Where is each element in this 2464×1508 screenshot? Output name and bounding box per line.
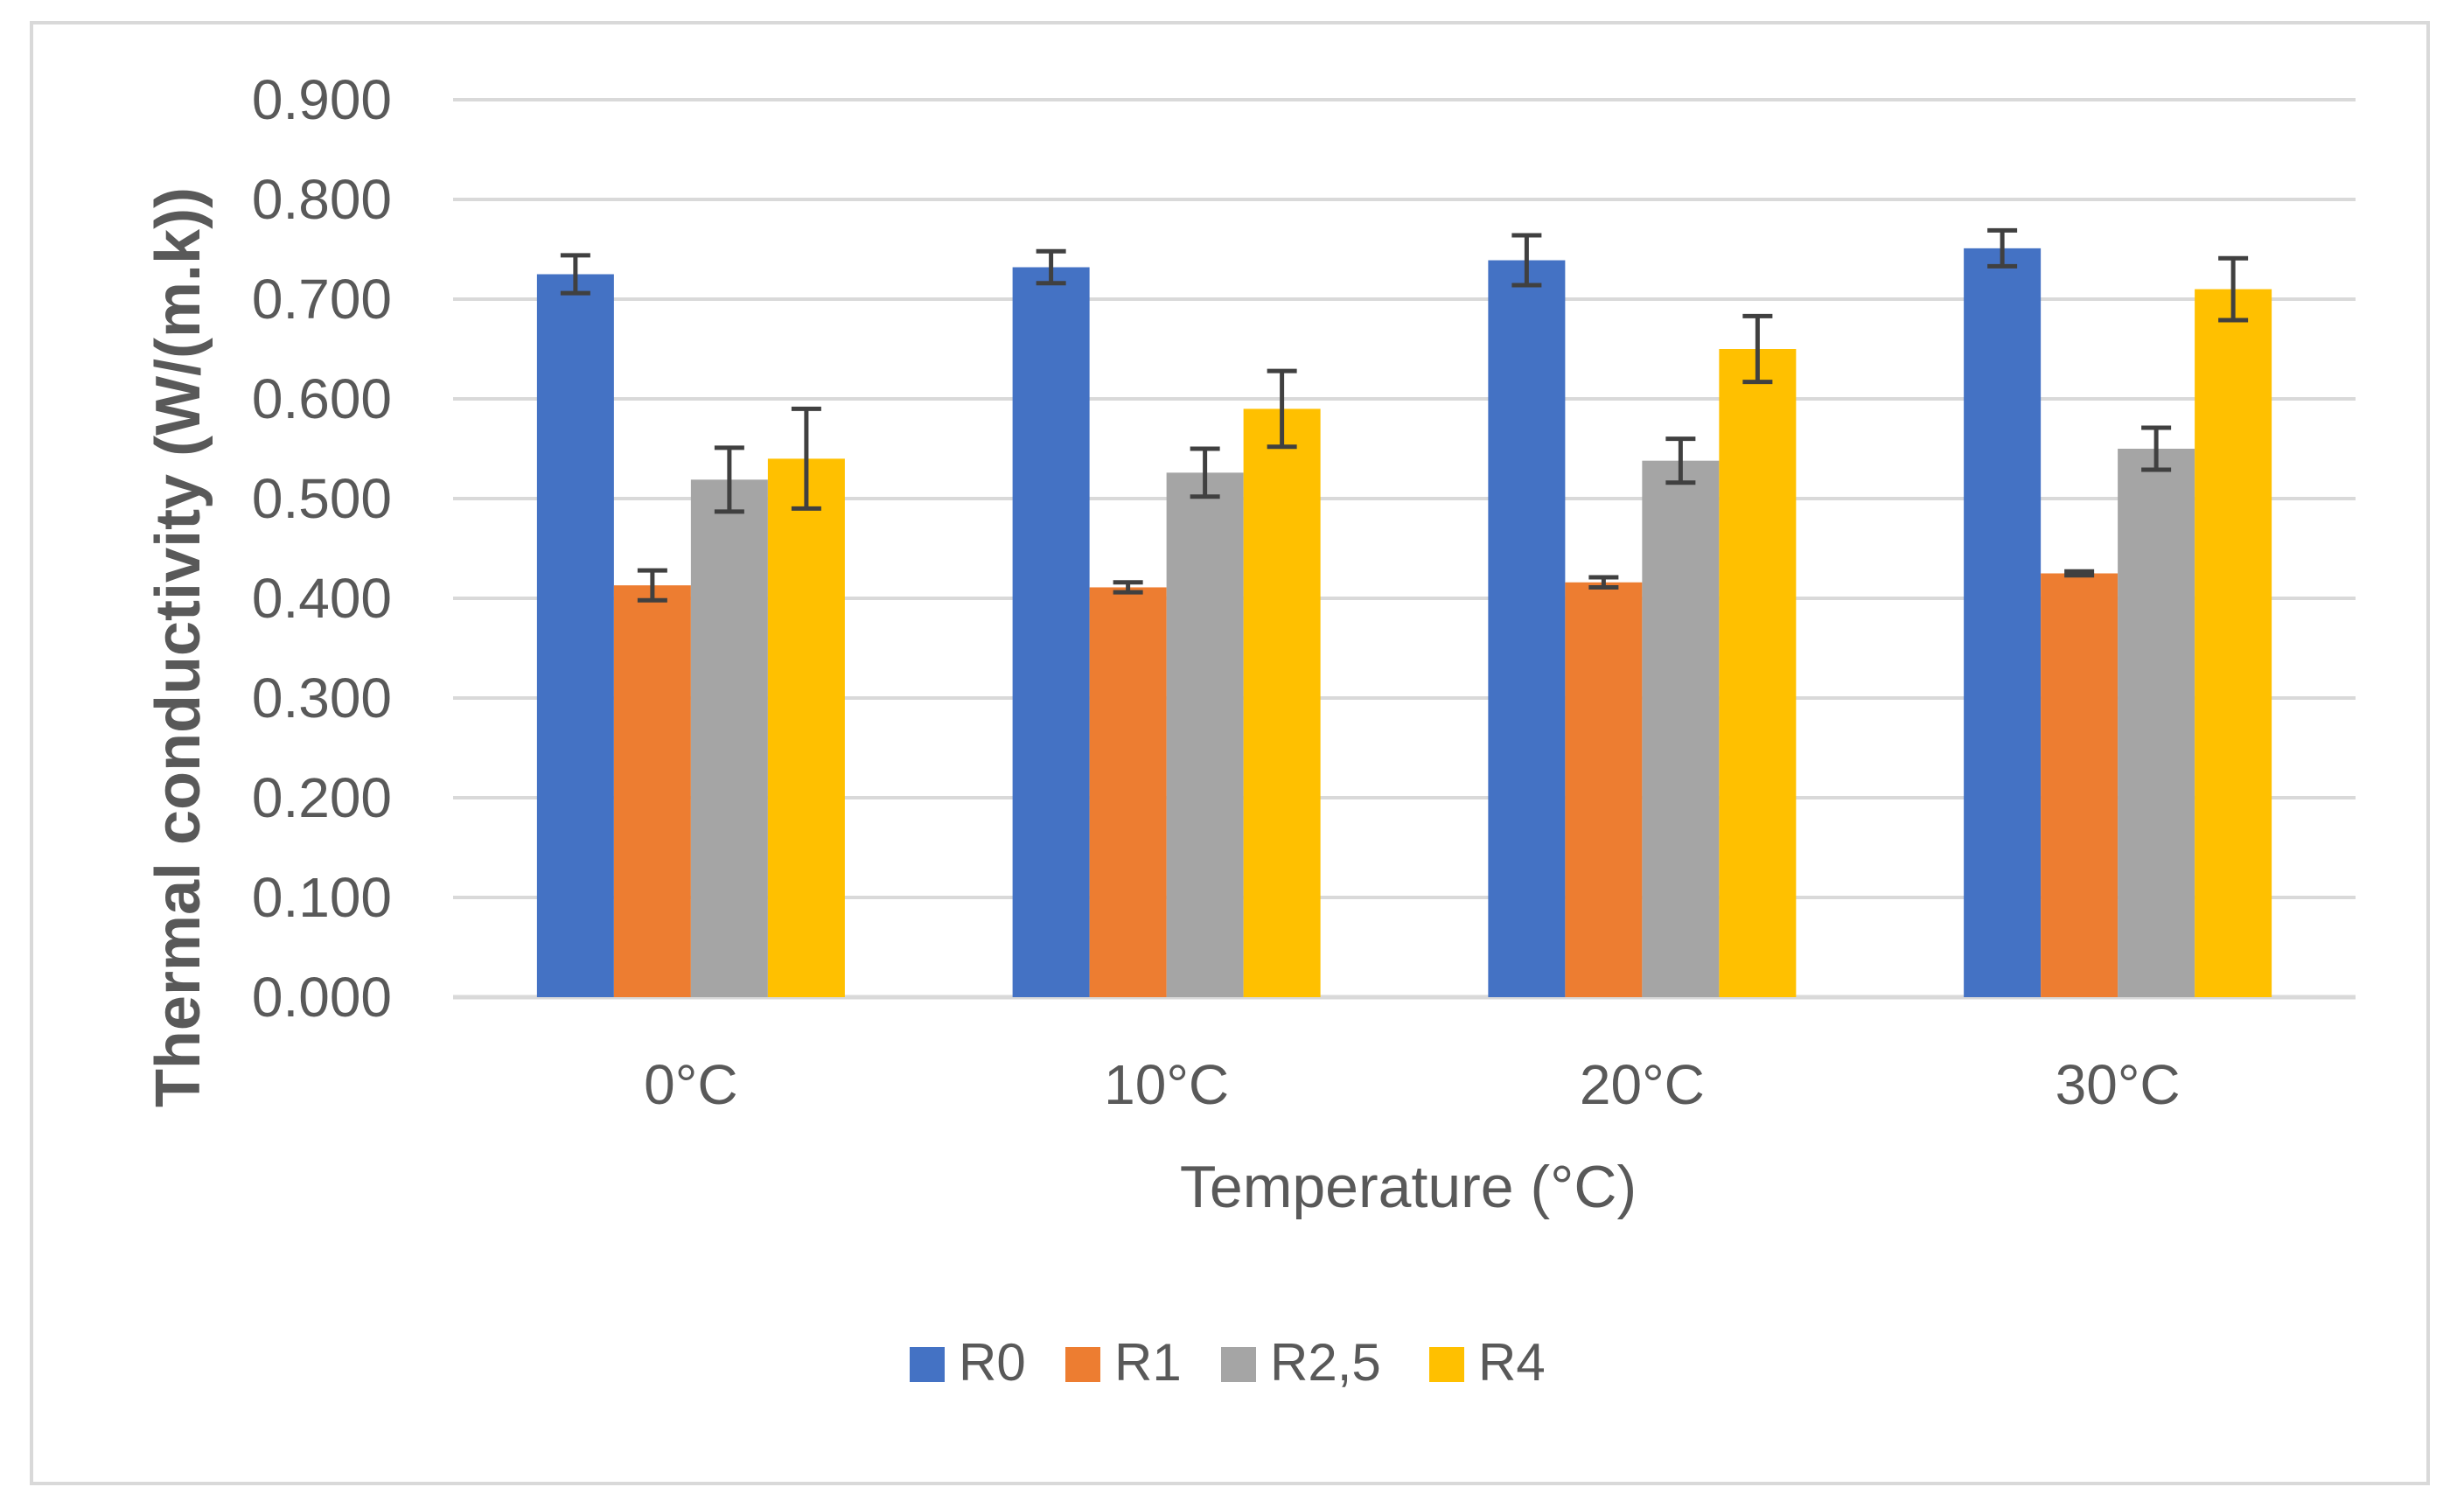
y-tick-label: 0.200: [252, 766, 392, 829]
bar-R1-1: [1089, 587, 1167, 997]
bar-R0-1: [1012, 267, 1090, 997]
bar-R25-1: [1166, 472, 1244, 997]
y-tick-label: 0.100: [252, 866, 392, 929]
y-tick-label: 0.500: [252, 467, 392, 530]
y-tick-label: 0.900: [252, 68, 392, 131]
bar-R25-2: [1642, 460, 1720, 997]
y-tick-label: 0.700: [252, 268, 392, 331]
x-axis-title: Temperature (°C): [1180, 1154, 1637, 1220]
bar-R25-3: [2118, 449, 2195, 997]
error-bar: [791, 406, 821, 511]
error-bar: [1113, 580, 1143, 595]
legend-swatch: [1429, 1347, 1464, 1382]
y-tick-label: 0.000: [252, 966, 392, 1029]
bar-R1-0: [613, 585, 691, 997]
error-bar: [1511, 233, 1542, 288]
error-bar: [637, 568, 667, 603]
bar-R1-3: [2041, 573, 2118, 997]
error-bar: [1665, 436, 1696, 485]
error-bar: [1742, 313, 1773, 385]
x-tick-label: 30°C: [2056, 1053, 2181, 1116]
y-tick-label: 0.300: [252, 667, 392, 730]
legend-label: R0: [959, 1333, 1026, 1392]
error-bar: [2064, 569, 2095, 578]
x-tick-label: 0°C: [644, 1053, 737, 1116]
legend: R0 R1 R2,5 R4: [910, 1333, 1546, 1392]
bar-R25-0: [690, 479, 768, 997]
error-bar: [1036, 248, 1066, 286]
legend-swatch: [910, 1347, 945, 1382]
error-bar: [2141, 425, 2172, 472]
bar-R1-2: [1565, 582, 1643, 997]
error-bar: [1987, 227, 2018, 269]
x-tick-label: 10°C: [1104, 1053, 1229, 1116]
x-tick-label: 20°C: [1580, 1053, 1705, 1116]
legend-label: R2,5: [1270, 1333, 1381, 1392]
legend-item: R4: [1429, 1333, 1546, 1392]
bars: [536, 248, 2272, 998]
x-axis-ticks: 0°C 10°C 20°C 30°C: [644, 1053, 2180, 1116]
bar-R0-0: [536, 274, 614, 997]
bar-R4-1: [1243, 408, 1321, 997]
error-bar: [714, 445, 744, 514]
legend-swatch: [1221, 1347, 1256, 1382]
error-bar: [1588, 575, 1619, 590]
error-bar: [560, 253, 590, 296]
error-bar: [1190, 446, 1220, 499]
error-bar: [1267, 368, 1297, 450]
bar-R0-2: [1488, 260, 1566, 997]
legend-label: R1: [1114, 1333, 1182, 1392]
legend-item: R2,5: [1221, 1333, 1381, 1392]
y-axis-title: Thermal conductivity (W/(m.k)): [143, 187, 213, 1107]
bar-R4-2: [1719, 349, 1797, 997]
y-tick-label: 0.800: [252, 168, 392, 231]
legend-item: R0: [910, 1333, 1026, 1392]
legend-swatch: [1065, 1347, 1100, 1382]
y-tick-label: 0.600: [252, 367, 392, 430]
bar-R0-3: [1964, 248, 2042, 997]
error-bars: [560, 227, 2249, 603]
y-tick-label: 0.400: [252, 567, 392, 630]
legend-item: R1: [1065, 1333, 1182, 1392]
bar-R4-0: [767, 458, 845, 997]
error-bar: [2218, 255, 2249, 323]
bar-R4-3: [2195, 289, 2272, 998]
y-axis-ticks: 0.000 0.100 0.200 0.300 0.400 0.500 0.600 0.700…: [252, 68, 392, 1029]
legend-label: R4: [1478, 1333, 1546, 1392]
